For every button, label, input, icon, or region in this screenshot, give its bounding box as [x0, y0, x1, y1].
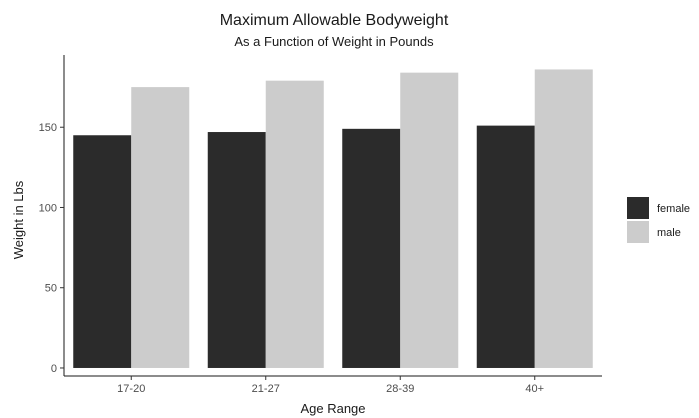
legend-key-male	[627, 221, 649, 243]
bars-group	[73, 69, 593, 368]
bar-female-40+	[476, 125, 535, 368]
x-tick-label: 40+	[525, 383, 544, 395]
y-tick-label: 50	[45, 283, 57, 295]
legend-label-female: female	[657, 203, 690, 215]
x-tick-label: 21-27	[252, 383, 280, 395]
y-tick-label: 150	[39, 122, 57, 134]
legend: female male	[627, 197, 690, 243]
legend-key-female	[627, 197, 649, 219]
bar-female-17-20	[73, 135, 132, 368]
y-axis-title: Weight in Lbs	[11, 180, 26, 259]
bar-male-40+	[534, 69, 593, 368]
x-tick-label: 28-39	[386, 383, 414, 395]
bar-female-21-27	[207, 132, 266, 368]
x-tick-label: 17-20	[117, 383, 145, 395]
chart-subtitle: As a Function of Weight in Pounds	[234, 34, 434, 49]
bar-male-21-27	[265, 80, 324, 368]
y-tick-label: 0	[51, 363, 57, 375]
x-axis-title: Age Range	[300, 401, 365, 416]
bar-female-28-39	[342, 128, 401, 368]
legend-label-male: male	[657, 227, 681, 239]
bar-male-17-20	[131, 87, 190, 368]
y-axis: 0 50 100 150	[39, 55, 65, 376]
y-tick-label: 100	[39, 202, 57, 214]
chart-title: Maximum Allowable Bodyweight	[220, 12, 449, 29]
bar-male-28-39	[400, 72, 459, 368]
x-axis: 17-20 21-27 28-39 40+	[64, 375, 602, 395]
